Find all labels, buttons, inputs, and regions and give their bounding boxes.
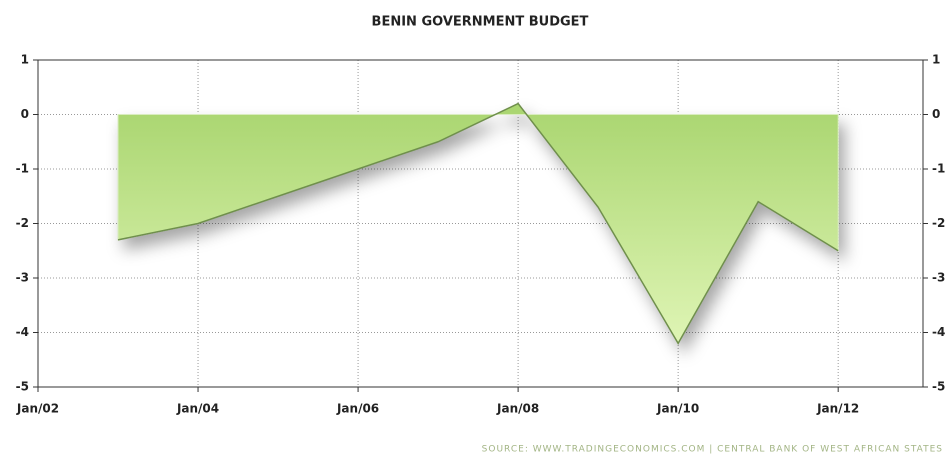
x-tick-label: Jan/04 bbox=[176, 402, 219, 416]
y-tick-label: -1 bbox=[16, 162, 29, 176]
x-tick-label: Jan/06 bbox=[336, 402, 379, 416]
source: SOURCE: WWW.TRADINGECONOMICS.COM | CENTR… bbox=[482, 445, 943, 455]
x-tick-label: Jan/02 bbox=[16, 402, 59, 416]
y-tick-label: 1 bbox=[21, 53, 29, 67]
y2-tick-label: 0 bbox=[932, 107, 940, 121]
x-tick-label: Jan/08 bbox=[496, 402, 539, 416]
y2-tick-label: -4 bbox=[932, 325, 945, 339]
x-tick-label: Jan/12 bbox=[816, 402, 859, 416]
y-tick-label: -4 bbox=[16, 325, 29, 339]
y-tick-label: -2 bbox=[16, 216, 29, 230]
y-tick-label: 0 bbox=[21, 107, 29, 121]
y2-tick-label: -3 bbox=[932, 271, 945, 285]
y2-tick-label: -5 bbox=[932, 380, 945, 394]
y-tick-label: -5 bbox=[16, 380, 29, 394]
y2-tick-label: -2 bbox=[932, 216, 945, 230]
y-tick-label: -3 bbox=[16, 271, 29, 285]
line bbox=[117, 102, 839, 345]
area bbox=[117, 102, 839, 345]
plot-frame bbox=[37, 59, 924, 388]
chart-title: BENIN GOVERNMENT BUDGET bbox=[372, 15, 589, 30]
y2-tick-label: 1 bbox=[932, 53, 940, 67]
y2-tick-label: -1 bbox=[932, 162, 945, 176]
x-tick-label: Jan/10 bbox=[656, 402, 699, 416]
